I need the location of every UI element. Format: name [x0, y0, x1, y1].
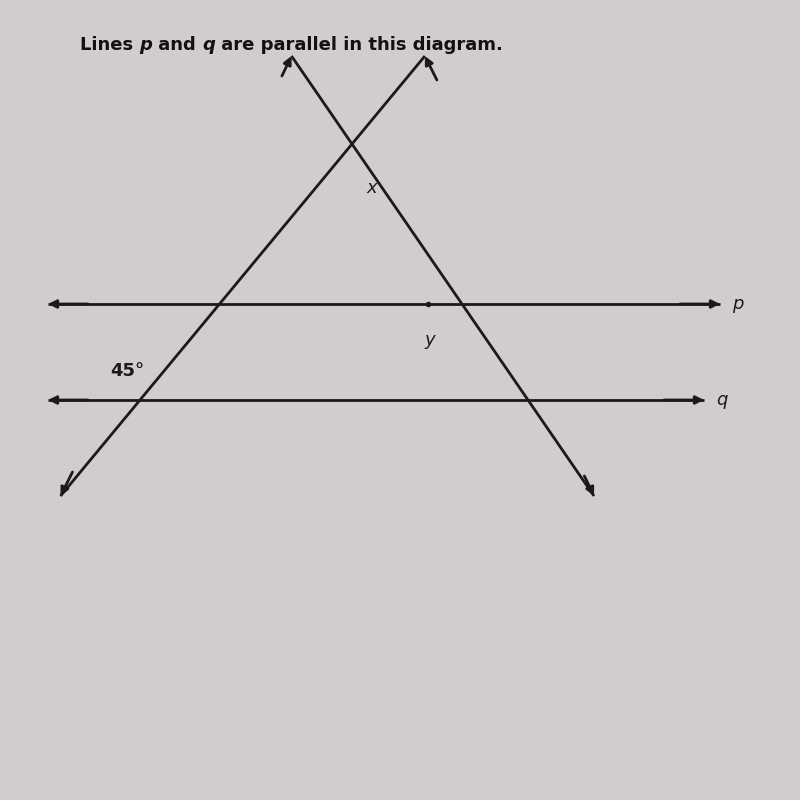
- Text: p: p: [139, 36, 152, 54]
- Text: Lines: Lines: [80, 36, 139, 54]
- Text: and: and: [152, 36, 202, 54]
- Text: 45°: 45°: [110, 362, 144, 380]
- Text: q: q: [716, 391, 727, 409]
- Text: x: x: [366, 179, 378, 197]
- Text: q: q: [202, 36, 215, 54]
- Text: are parallel in this diagram.: are parallel in this diagram.: [215, 36, 503, 54]
- Text: y: y: [425, 331, 435, 349]
- Text: p: p: [732, 295, 743, 313]
